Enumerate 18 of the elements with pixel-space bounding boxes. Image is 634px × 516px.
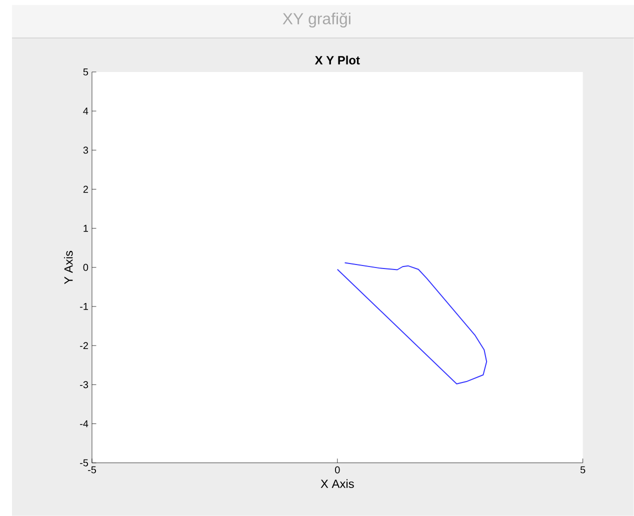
y-tick-label: -5 [80, 459, 88, 466]
y-tick-label: 5 [83, 68, 88, 76]
text: XY grafiği [282, 12, 350, 28]
y-tick-label: -4 [80, 420, 88, 428]
y-tick-label: 1 [84, 224, 88, 232]
x-axis-title: X Axis [320, 479, 354, 488]
y-tick-label: -3 [80, 381, 88, 388]
x-tick-label: 0 [335, 466, 340, 474]
chart-title: X Y Plot [314, 56, 360, 65]
x-tick-label: 5 [580, 466, 586, 474]
y-tick-label: -1 [80, 303, 88, 310]
y-tick-label: 3 [83, 146, 88, 154]
line-series [336, 262, 488, 384]
y-tick-label: -2 [80, 342, 88, 350]
y-tick-label: 2 [83, 186, 88, 193]
y-axis-title: Y Axis [64, 250, 73, 284]
y-tick-label: 4 [83, 108, 88, 115]
y-tick-label: 0 [83, 264, 88, 271]
